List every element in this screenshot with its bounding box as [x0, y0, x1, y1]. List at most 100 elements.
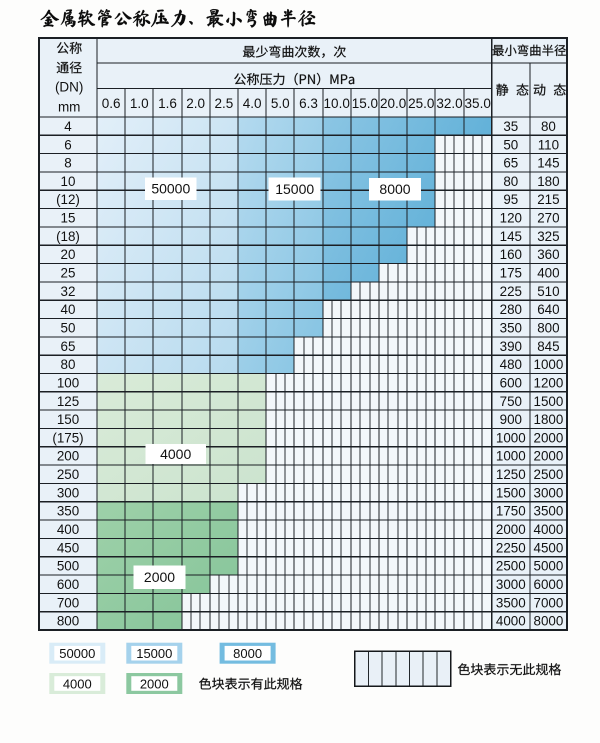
svg-text:2000: 2000 — [534, 449, 564, 464]
svg-text:180: 180 — [537, 174, 559, 189]
svg-text:175: 175 — [500, 266, 522, 281]
svg-text:1250: 1250 — [496, 467, 526, 482]
svg-text:0.6: 0.6 — [102, 96, 121, 111]
svg-text:480: 480 — [500, 357, 522, 372]
svg-text:65: 65 — [61, 339, 76, 354]
svg-text:5.0: 5.0 — [271, 96, 290, 111]
svg-text:125: 125 — [57, 394, 79, 409]
svg-text:4: 4 — [64, 119, 72, 134]
svg-text:2250: 2250 — [496, 540, 526, 555]
svg-text:32.0: 32.0 — [436, 96, 462, 111]
svg-text:4.0: 4.0 — [243, 96, 262, 111]
svg-text:1000: 1000 — [534, 357, 564, 372]
svg-text:1000: 1000 — [496, 430, 526, 445]
svg-text:mm: mm — [58, 99, 81, 114]
svg-text:400: 400 — [537, 266, 559, 281]
svg-text:3000: 3000 — [534, 485, 564, 500]
svg-text:4000: 4000 — [534, 522, 564, 537]
svg-text:4000: 4000 — [160, 446, 191, 462]
svg-text:25.0: 25.0 — [408, 96, 434, 111]
svg-text:35: 35 — [503, 119, 518, 134]
svg-text:110: 110 — [538, 137, 559, 152]
svg-text:20.0: 20.0 — [380, 96, 406, 111]
svg-text:510: 510 — [537, 284, 559, 299]
svg-text:1.0: 1.0 — [130, 96, 149, 111]
svg-text:20: 20 — [61, 247, 76, 262]
svg-text:800: 800 — [57, 614, 79, 629]
svg-text:(DN): (DN) — [55, 80, 84, 95]
svg-text:7000: 7000 — [534, 595, 564, 610]
svg-text:15.0: 15.0 — [352, 96, 378, 111]
svg-text:50: 50 — [61, 321, 76, 336]
svg-text:8000: 8000 — [233, 646, 262, 661]
svg-text:350: 350 — [57, 504, 79, 519]
svg-text:325: 325 — [537, 229, 559, 244]
svg-text:80: 80 — [503, 174, 518, 189]
svg-text:350: 350 — [500, 321, 522, 336]
svg-text:5000: 5000 — [534, 559, 564, 574]
svg-text:2.0: 2.0 — [186, 96, 205, 111]
svg-text:145: 145 — [537, 156, 559, 171]
svg-text:700: 700 — [57, 595, 79, 610]
svg-text:160: 160 — [500, 247, 522, 262]
svg-text:2000: 2000 — [140, 676, 169, 691]
svg-text:8000: 8000 — [379, 181, 410, 197]
svg-text:15000: 15000 — [136, 646, 172, 661]
svg-text:100: 100 — [57, 376, 79, 391]
svg-text:50000: 50000 — [151, 181, 190, 197]
svg-text:2000: 2000 — [534, 430, 564, 445]
svg-text:225: 225 — [500, 284, 522, 299]
svg-text:32: 32 — [61, 284, 76, 299]
svg-text:1000: 1000 — [496, 449, 526, 464]
svg-text:215: 215 — [537, 192, 559, 207]
svg-text:845: 845 — [537, 339, 559, 354]
svg-text:200: 200 — [57, 449, 79, 464]
svg-text:1750: 1750 — [496, 504, 526, 519]
svg-text:1500: 1500 — [534, 394, 564, 409]
svg-text:600: 600 — [57, 577, 79, 592]
svg-text:8: 8 — [64, 156, 71, 171]
svg-text:360: 360 — [537, 247, 559, 262]
svg-text:(12): (12) — [56, 192, 80, 207]
svg-text:1200: 1200 — [534, 376, 564, 391]
svg-text:80: 80 — [61, 357, 76, 372]
svg-text:300: 300 — [57, 485, 79, 500]
svg-text:25: 25 — [61, 266, 76, 281]
svg-text:145: 145 — [500, 229, 522, 244]
svg-text:15000: 15000 — [275, 181, 314, 197]
svg-text:6000: 6000 — [534, 577, 564, 592]
svg-text:120: 120 — [500, 211, 522, 226]
svg-text:280: 280 — [500, 302, 522, 317]
svg-text:500: 500 — [57, 559, 79, 574]
svg-text:800: 800 — [537, 321, 559, 336]
svg-text:35.0: 35.0 — [465, 96, 491, 111]
svg-text:6.3: 6.3 — [299, 96, 318, 111]
svg-text:2.5: 2.5 — [215, 96, 234, 111]
svg-text:3500: 3500 — [496, 595, 526, 610]
svg-text:900: 900 — [500, 412, 522, 427]
svg-text:(175): (175) — [52, 430, 83, 445]
svg-text:150: 150 — [57, 412, 79, 427]
svg-text:3000: 3000 — [496, 577, 526, 592]
svg-text:4000: 4000 — [496, 614, 526, 629]
svg-text:4500: 4500 — [534, 540, 564, 555]
svg-text:640: 640 — [537, 302, 559, 317]
svg-text:3500: 3500 — [534, 504, 564, 519]
svg-text:2500: 2500 — [496, 559, 526, 574]
svg-text:1500: 1500 — [496, 485, 526, 500]
svg-text:750: 750 — [500, 394, 522, 409]
svg-text:2500: 2500 — [534, 467, 564, 482]
svg-text:(18): (18) — [56, 229, 80, 244]
svg-text:450: 450 — [57, 540, 79, 555]
svg-text:10.0: 10.0 — [324, 96, 350, 111]
svg-text:390: 390 — [500, 339, 522, 354]
svg-text:250: 250 — [57, 467, 79, 482]
svg-text:10: 10 — [61, 174, 76, 189]
svg-text:400: 400 — [57, 522, 79, 537]
svg-text:2000: 2000 — [496, 522, 526, 537]
svg-text:40: 40 — [61, 302, 76, 317]
svg-text:95: 95 — [503, 192, 518, 207]
svg-text:8000: 8000 — [534, 614, 564, 629]
svg-text:50000: 50000 — [59, 646, 95, 661]
svg-text:1.6: 1.6 — [158, 96, 177, 111]
